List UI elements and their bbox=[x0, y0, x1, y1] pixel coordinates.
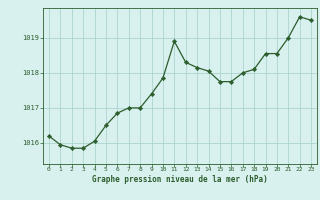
X-axis label: Graphe pression niveau de la mer (hPa): Graphe pression niveau de la mer (hPa) bbox=[92, 175, 268, 184]
